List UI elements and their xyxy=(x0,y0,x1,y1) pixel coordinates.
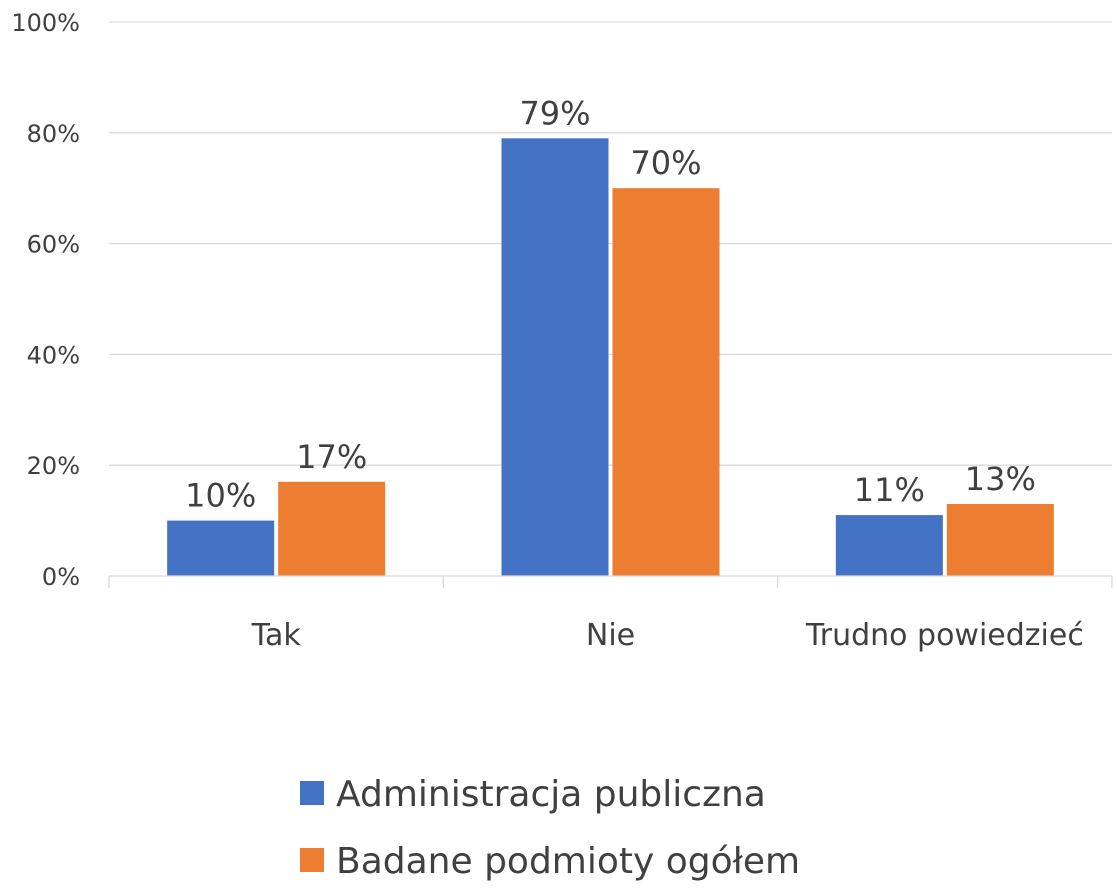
data-label: 10% xyxy=(185,477,256,515)
bar-series-2-1 xyxy=(612,188,720,576)
y-tick-label: 0% xyxy=(42,563,80,591)
bars xyxy=(167,138,1054,576)
bar-series-1-0 xyxy=(167,520,275,576)
y-tick-label: 80% xyxy=(27,120,80,148)
y-tick-label: 20% xyxy=(27,452,80,480)
data-label: 13% xyxy=(965,460,1036,498)
y-tick-label: 40% xyxy=(27,341,80,369)
category-label: Nie xyxy=(586,618,635,653)
bar-series-2-2 xyxy=(946,503,1054,576)
x-axis xyxy=(108,575,1113,588)
y-tick-label: 100% xyxy=(11,9,80,37)
x-axis-categories: Tak Nie Trudno powiedzieć xyxy=(251,618,1084,653)
category-label: Tak xyxy=(251,618,302,653)
bar-series-2-0 xyxy=(278,481,386,576)
gridlines xyxy=(109,21,1112,466)
y-axis-ticks: 0% 20% 40% 60% 80% 100% xyxy=(11,9,80,591)
category-label: Trudno powiedzieć xyxy=(805,618,1084,653)
legend-label: Badane podmioty ogółem xyxy=(336,841,800,882)
data-label: 79% xyxy=(519,94,590,132)
data-label: 70% xyxy=(630,144,701,182)
y-tick-label: 60% xyxy=(27,231,80,259)
legend: Administracja publiczna Badane podmioty o… xyxy=(300,774,800,882)
data-label: 11% xyxy=(854,471,925,509)
data-labels: 10% 17% 79% 70% 11% 13% xyxy=(185,94,1036,514)
bar-series-1-1 xyxy=(501,138,609,576)
legend-swatch xyxy=(300,848,324,872)
legend-swatch xyxy=(300,781,324,805)
data-label: 17% xyxy=(296,438,367,476)
bar-series-1-2 xyxy=(835,515,943,576)
legend-label: Administracja publiczna xyxy=(336,774,766,815)
